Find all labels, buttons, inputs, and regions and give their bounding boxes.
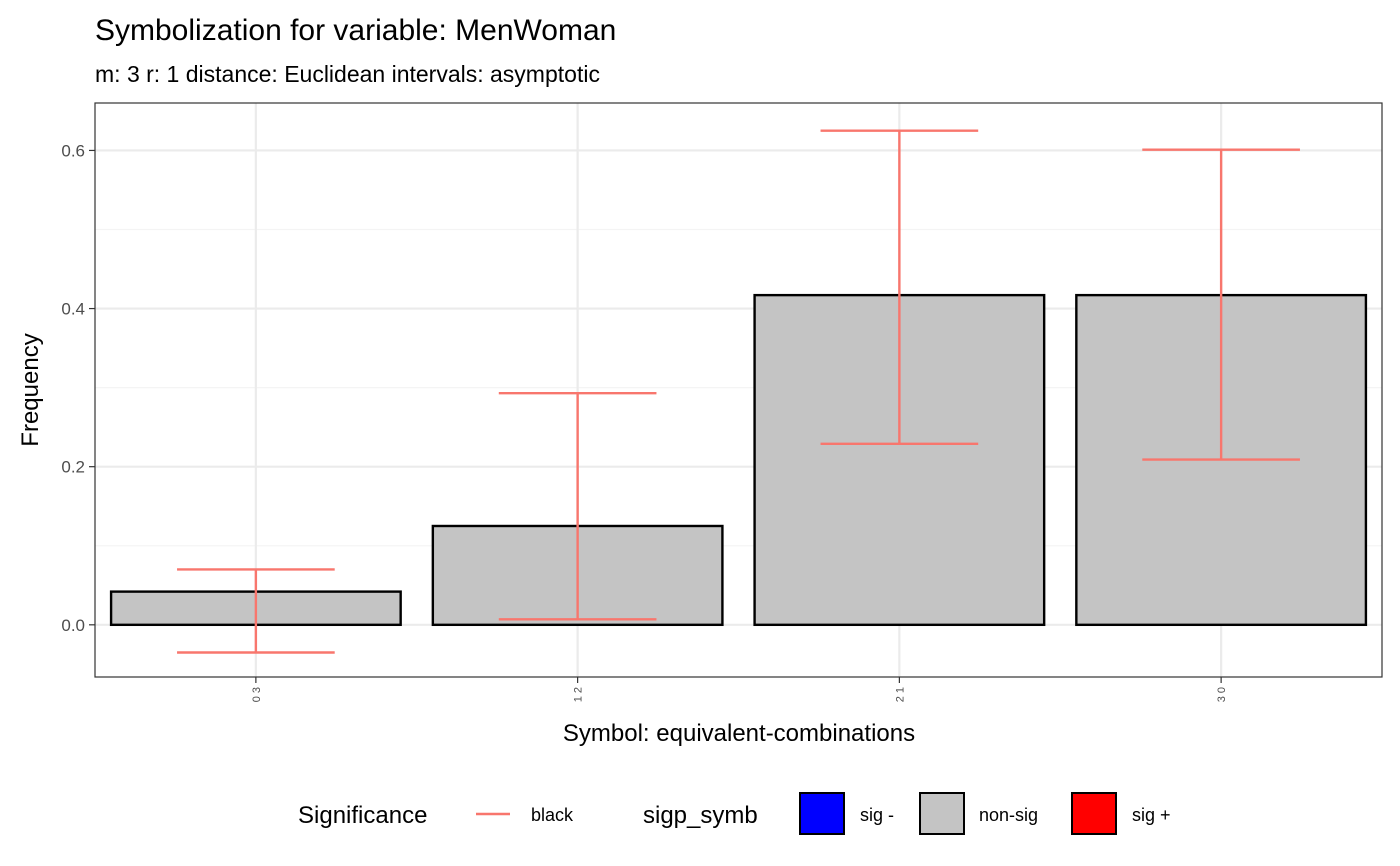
x-tick-label: 0 3 — [251, 687, 263, 702]
legend-significance-label: black — [531, 805, 574, 825]
legend-sig-minus-label: sig - — [860, 805, 894, 825]
legend-significance-title: Significance — [298, 802, 427, 829]
chart-subtitle: m: 3 r: 1 distance: Euclidean intervals:… — [95, 61, 600, 87]
legend-non-sig-label: non-sig — [979, 805, 1038, 825]
y-tick-label: 0.2 — [61, 458, 85, 477]
legend-non-sig-swatch — [919, 792, 965, 835]
legend-sig-minus-swatch — [799, 792, 845, 835]
x-tick-label: 1 2 — [573, 687, 585, 702]
legend-sig-plus-label: sig + — [1132, 805, 1171, 825]
x-tick-label: 3 0 — [1216, 687, 1228, 702]
panel-border — [94, 102, 1383, 678]
y-tick-label: 0.0 — [61, 616, 85, 635]
legend-sigp-symb-title: sigp_symb — [643, 802, 758, 829]
y-tick-label: 0.6 — [61, 141, 85, 160]
x-axis-ticks: 0 3 1 2 2 1 3 0 — [251, 677, 1228, 702]
x-tick-label: 2 1 — [894, 687, 906, 702]
x-axis-title: Symbol: equivalent-combinations — [563, 720, 915, 747]
y-axis-title: Frequency — [17, 333, 44, 446]
legend-sig-plus-swatch — [1071, 792, 1117, 835]
chart-title: Symbolization for variable: MenWoman — [95, 14, 616, 47]
error-bars — [177, 129, 1300, 654]
y-tick-label: 0.4 — [61, 300, 85, 319]
y-axis-ticks: 0.0 0.2 0.4 0.6 — [61, 141, 95, 635]
legend: Significance black sigp_symb sig - non-s… — [298, 792, 1171, 835]
plot-panel — [94, 102, 1383, 678]
